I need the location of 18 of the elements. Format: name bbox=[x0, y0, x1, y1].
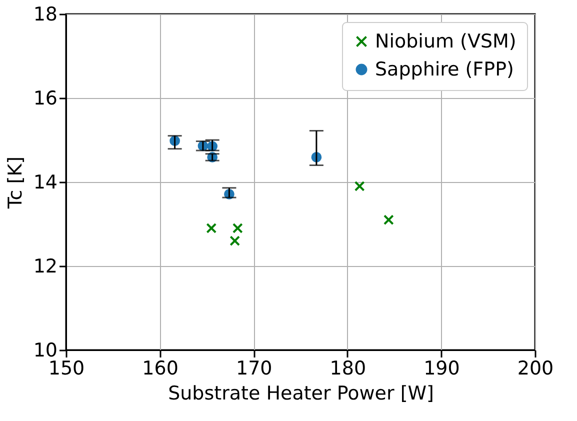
y-tick-label: 14 bbox=[33, 172, 58, 194]
x-tick-label: 190 bbox=[424, 358, 460, 380]
x-tick-label: 160 bbox=[142, 358, 178, 380]
x-tick-label: 170 bbox=[236, 358, 272, 380]
point bbox=[354, 181, 365, 192]
y-tick-label: 16 bbox=[33, 88, 58, 110]
point bbox=[230, 236, 240, 246]
point bbox=[232, 223, 243, 234]
y-tick-label: 18 bbox=[33, 4, 58, 26]
legend-label: Sapphire (FPP) bbox=[375, 58, 514, 80]
y-axis-title: Tc [K] bbox=[4, 156, 26, 210]
x-tick-label: 200 bbox=[517, 358, 554, 380]
point bbox=[206, 223, 217, 234]
y-tick-label: 12 bbox=[33, 256, 58, 278]
point bbox=[383, 214, 394, 225]
x-tick-label: 180 bbox=[330, 358, 366, 380]
x-axis-title: Substrate Heater Power [W] bbox=[168, 382, 434, 404]
legend-label: Niobium (VSM) bbox=[375, 30, 516, 52]
